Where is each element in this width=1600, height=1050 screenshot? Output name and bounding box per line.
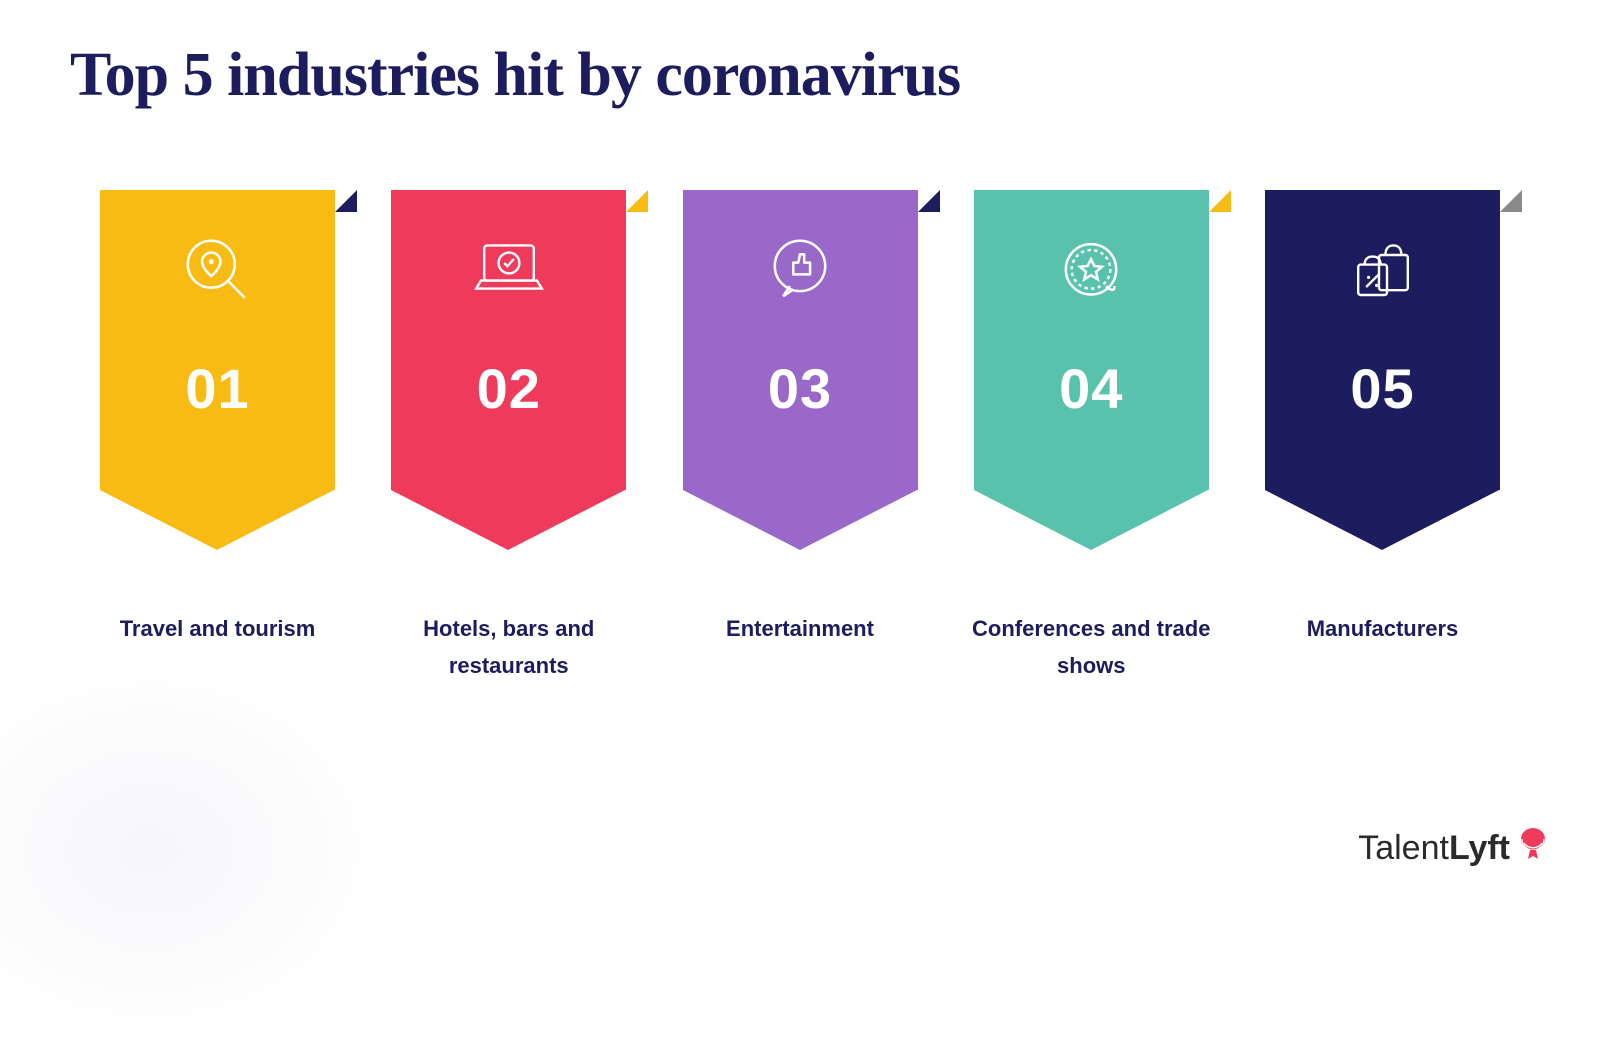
banner-item-3: 03 Entertainment [683, 190, 918, 685]
banner-tip [974, 490, 1208, 550]
banner-number: 04 [1059, 356, 1123, 421]
banner-ribbon: 01 [100, 190, 335, 490]
banner-tip [1265, 490, 1499, 550]
banner-number: 02 [477, 356, 541, 421]
banner-label: Entertainment [670, 610, 930, 647]
page-title: Top 5 industries hit by coronavirus [70, 40, 960, 111]
banner-number: 03 [768, 356, 832, 421]
banner-ribbon: 05 [1265, 190, 1500, 490]
banner-fold [1500, 190, 1522, 212]
banner-fold [335, 190, 357, 212]
banner-fold [1209, 190, 1231, 212]
banner-number: 05 [1350, 356, 1414, 421]
banner-tip [683, 490, 917, 550]
laptop-check-icon [465, 226, 553, 316]
banner-label: Hotels, bars and restaurants [379, 610, 639, 685]
brand-logo: TalentLyft [1358, 826, 1550, 870]
banner-label: Manufacturers [1253, 610, 1513, 647]
logo-text-plain: Talent [1358, 829, 1449, 867]
banner-ribbon: 04 [974, 190, 1209, 490]
banner-item-2: 02 Hotels, bars and restaurants [391, 190, 626, 685]
banner-number: 01 [185, 356, 249, 421]
banner-row: 01 Travel and tourism 02 [100, 190, 1500, 685]
banner-tip [100, 490, 334, 550]
search-location-icon [176, 226, 260, 316]
background-blob [0, 650, 400, 1050]
banner-fold [626, 190, 648, 212]
banner-label: Travel and tourism [88, 610, 348, 647]
thumbs-up-icon [758, 226, 842, 316]
logo-text-bold: Lyft [1449, 829, 1510, 867]
balloon-icon [1516, 826, 1550, 870]
banner-label: Conferences and trade shows [961, 610, 1221, 685]
shopping-bags-icon [1339, 226, 1427, 316]
banner-item-1: 01 Travel and tourism [100, 190, 335, 685]
banner-tip [391, 490, 625, 550]
banner-item-4: 04 Conferences and trade shows [974, 190, 1209, 685]
banner-fold [918, 190, 940, 212]
star-badge-icon [1049, 226, 1133, 316]
banner-item-5: 05 Manufacturers [1265, 190, 1500, 685]
logo-text: TalentLyft [1358, 829, 1510, 868]
banner-ribbon: 02 [391, 190, 626, 490]
banner-ribbon: 03 [683, 190, 918, 490]
